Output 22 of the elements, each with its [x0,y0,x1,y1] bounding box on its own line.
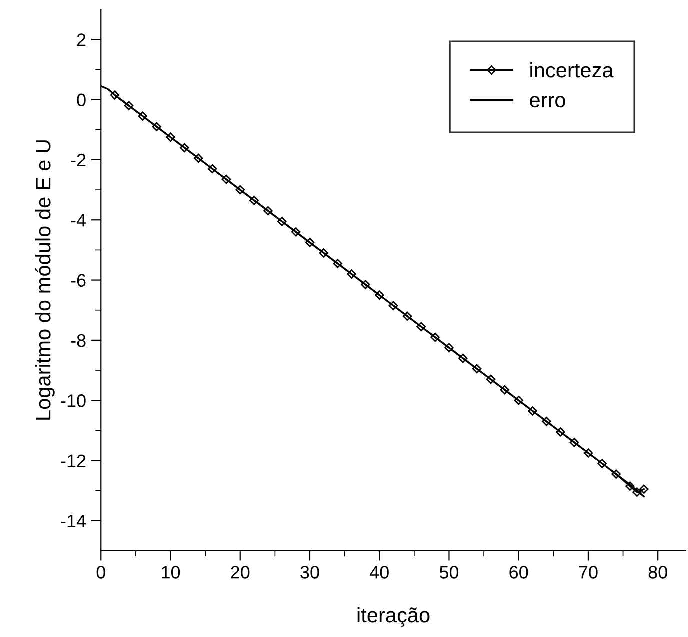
y-axis-title: Logaritmo do módulo de E e U [35,140,55,420]
y-tick-label: -8 [71,334,86,348]
y-tick-label: -2 [71,154,86,166]
y-tick-label: 2 [77,34,86,46]
y-tick-label: -6 [71,274,86,287]
legend-label: erro [530,96,566,108]
y-tick-label: -12 [61,454,86,468]
x-tick-label: 40 [370,566,389,579]
y-tick-label: 0 [77,94,86,107]
x-tick-label: 0 [96,566,106,579]
x-tick-label: 20 [231,566,250,579]
x-tick-label: 60 [510,566,528,579]
x-tick-label: 30 [300,566,320,579]
y-tick-label: -4 [71,214,86,227]
x-tick-label: 50 [440,566,459,579]
y-tick-label: -10 [61,394,86,408]
y-tick-label: -14 [61,515,86,528]
x-axis-title: iteração [358,607,430,627]
x-tick-label: 10 [162,566,180,579]
x-tick-label: 70 [579,566,598,579]
legend-label: incerteza [530,62,614,78]
x-tick-label: 80 [648,566,668,579]
